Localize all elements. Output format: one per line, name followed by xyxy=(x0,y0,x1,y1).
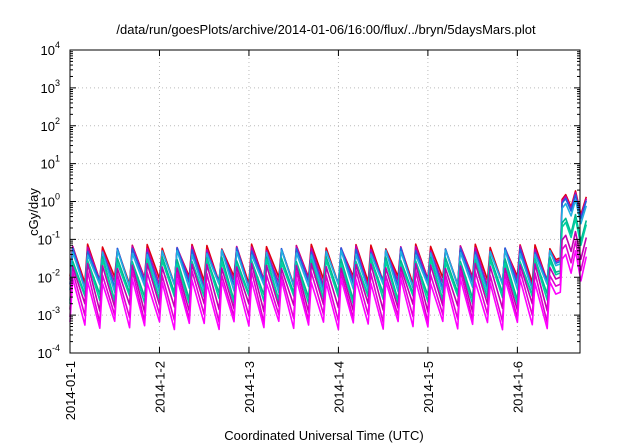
x-axis-ticks: 2014-01-1 2014-1-2 2014-1-3 2014-1-4 2014-1-… xyxy=(63,50,525,420)
y-tick-label: 103 xyxy=(41,78,60,96)
data-series xyxy=(69,190,588,331)
chart-title: /data/run/goesPlots/archive/2014-01-06/1… xyxy=(116,22,536,37)
y-tick-label: 10-1 xyxy=(38,229,60,247)
y-tick-label: 104 xyxy=(41,40,60,58)
x-tick-label: 2014-1-2 xyxy=(152,361,167,413)
x-tick-label: 2014-1-5 xyxy=(421,361,436,413)
y-tick-label: 102 xyxy=(41,116,60,134)
x-tick-label: 2014-1-6 xyxy=(510,361,525,413)
y-tick-label: 10-2 xyxy=(38,267,60,285)
x-tick-label: 2014-1-4 xyxy=(331,361,346,413)
y-axis-label: cGy/day xyxy=(26,188,41,236)
y-tick-label: 10-4 xyxy=(38,343,60,361)
x-tick-label: 2014-1-3 xyxy=(242,361,257,413)
x-tick-label: 2014-01-1 xyxy=(63,361,78,420)
y-tick-label: 10-3 xyxy=(38,305,60,323)
y-axis-ticks: 10-4 10-3 10-2 10-1 100 101 102 103 104 xyxy=(38,40,580,361)
y-tick-label: 101 xyxy=(41,154,60,172)
y-tick-label: 100 xyxy=(41,192,60,210)
x-axis-label: Coordinated Universal Time (UTC) xyxy=(224,428,423,443)
series-line xyxy=(69,250,588,331)
